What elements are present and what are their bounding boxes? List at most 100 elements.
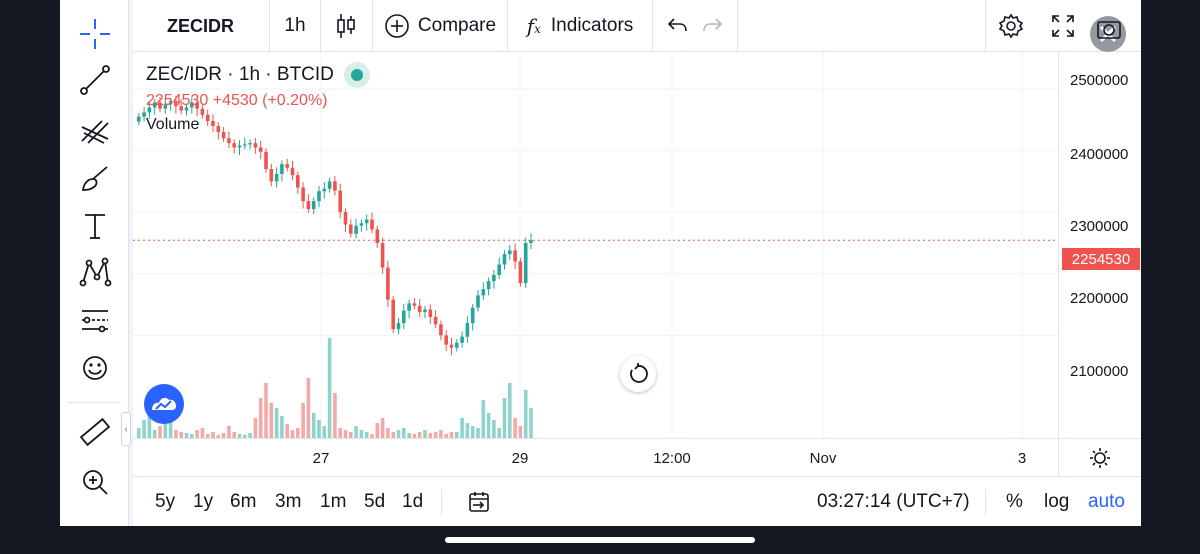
range-5y-button[interactable]: 5y bbox=[155, 491, 176, 512]
candle-body bbox=[380, 242, 385, 268]
range-3m-button[interactable]: 3m bbox=[275, 491, 302, 512]
text-icon[interactable] bbox=[60, 204, 129, 248]
reset-chart-button[interactable] bbox=[620, 356, 656, 392]
pattern-icon[interactable] bbox=[60, 250, 129, 294]
chart-pane[interactable] bbox=[133, 52, 1058, 438]
time-scale[interactable]: 27 29 12:00 Nov 3 bbox=[133, 438, 1058, 476]
go-to-date-icon[interactable] bbox=[467, 477, 491, 527]
candle-style-icon[interactable] bbox=[321, 0, 371, 52]
range-1y-button[interactable]: 1y bbox=[193, 491, 214, 512]
undo-icon[interactable] bbox=[659, 0, 695, 52]
volume-bar bbox=[168, 408, 173, 438]
legend-volume-label: Volume bbox=[146, 116, 200, 133]
volume-bar bbox=[248, 433, 252, 438]
candle-body bbox=[205, 114, 210, 121]
price-tick: 2300000 bbox=[1070, 218, 1129, 235]
volume-bar bbox=[296, 428, 300, 438]
percent-scale-button[interactable]: % bbox=[1006, 491, 1023, 512]
function-icon: fx bbox=[526, 14, 541, 38]
scale-settings-button[interactable] bbox=[1058, 438, 1141, 476]
volume-bar bbox=[264, 383, 268, 438]
price-tick: 2100000 bbox=[1070, 363, 1129, 380]
candle-body bbox=[211, 121, 215, 126]
volume-bar bbox=[290, 430, 295, 438]
candle-body bbox=[396, 323, 401, 330]
price-scale[interactable]: 2500000 2400000 2300000 2200000 2100000 … bbox=[1058, 52, 1141, 438]
redo-icon[interactable] bbox=[695, 0, 731, 52]
prediction-icon[interactable] bbox=[60, 298, 129, 342]
collapse-toolbar-button[interactable]: ‹ bbox=[121, 412, 131, 446]
log-scale-button[interactable]: log bbox=[1044, 491, 1070, 512]
brush-icon[interactable] bbox=[60, 156, 129, 200]
volume-bar bbox=[460, 418, 464, 438]
volume-bar bbox=[433, 432, 438, 438]
candle-body bbox=[513, 250, 517, 262]
candle-body bbox=[327, 181, 332, 189]
range-5d-button[interactable]: 5d bbox=[364, 491, 386, 512]
indicators-button[interactable]: fx Indicators bbox=[508, 0, 652, 52]
zoom-in-icon[interactable] bbox=[60, 460, 129, 504]
snapshot-icon[interactable] bbox=[1088, 12, 1128, 52]
candle-body bbox=[296, 175, 300, 188]
interval-button[interactable]: 1h bbox=[284, 15, 306, 36]
time-tick: 29 bbox=[511, 450, 529, 467]
volume-bar bbox=[317, 420, 321, 438]
candle-body bbox=[417, 305, 422, 312]
legend-change: +4530 (+0.20%) bbox=[212, 92, 328, 109]
volume-bar bbox=[200, 428, 205, 438]
candle-body bbox=[179, 106, 183, 111]
symbol-search-button[interactable]: ZECIDR bbox=[167, 15, 234, 36]
candle-body bbox=[285, 164, 289, 168]
range-6m-button[interactable]: 6m bbox=[230, 491, 257, 512]
volume-bar bbox=[205, 434, 210, 438]
volume-bar bbox=[243, 435, 247, 438]
volume-bar bbox=[523, 390, 528, 438]
volume-bar bbox=[142, 420, 146, 438]
candle-body bbox=[364, 219, 369, 224]
add-icon bbox=[385, 14, 409, 38]
candle-body bbox=[481, 289, 486, 296]
candle-body bbox=[375, 229, 380, 243]
tradingview-logo-icon[interactable] bbox=[144, 384, 184, 424]
volume-bar bbox=[470, 426, 475, 438]
sun-settings-icon bbox=[1090, 447, 1110, 468]
volume-bar bbox=[428, 433, 433, 438]
candle-body bbox=[184, 107, 189, 111]
time-tick: 3 bbox=[1017, 450, 1027, 467]
candle-body bbox=[423, 309, 427, 312]
compare-label: Compare bbox=[417, 15, 497, 36]
candle-body bbox=[402, 310, 406, 324]
volume-bar bbox=[216, 435, 221, 438]
candle-body bbox=[386, 267, 390, 300]
settings-icon[interactable] bbox=[989, 0, 1033, 52]
emoji-icon[interactable] bbox=[60, 346, 129, 390]
bottom-toolbar: 5y 1y 6m 3m 1m 5d 1d 03:27:14 (UTC+7) % … bbox=[133, 476, 1141, 526]
market-status-icon bbox=[343, 62, 370, 88]
candle-body bbox=[248, 143, 252, 145]
volume-bar bbox=[253, 418, 258, 438]
volume-bar bbox=[354, 426, 358, 438]
candle-body bbox=[449, 344, 454, 348]
candle-body bbox=[518, 261, 523, 284]
fullscreen-icon[interactable] bbox=[1041, 0, 1085, 52]
clock-display[interactable]: 03:27:14 (UTC+7) bbox=[817, 491, 970, 512]
range-1m-button[interactable]: 1m bbox=[320, 491, 347, 512]
volume-bar bbox=[285, 424, 289, 438]
volume-bar bbox=[343, 430, 348, 438]
trendline-icon[interactable] bbox=[60, 58, 129, 102]
ruler-icon[interactable] bbox=[60, 410, 129, 454]
crosshair-icon[interactable] bbox=[60, 12, 129, 56]
volume-bar bbox=[190, 434, 194, 438]
auto-scale-button[interactable]: auto bbox=[1088, 491, 1125, 512]
volume-bar bbox=[396, 430, 401, 438]
volume-bar bbox=[529, 408, 533, 438]
last-price-label: 2254530 bbox=[1062, 248, 1140, 270]
volume-bar bbox=[237, 434, 242, 438]
range-1d-button[interactable]: 1d bbox=[402, 491, 424, 512]
candle-body bbox=[195, 102, 199, 109]
candle-body bbox=[290, 167, 295, 176]
compare-button[interactable]: Compare bbox=[373, 0, 507, 52]
top-toolbar: ZECIDR 1h Compare fx Indicators bbox=[133, 0, 1141, 52]
fib-icon[interactable] bbox=[60, 108, 129, 152]
candle-body bbox=[216, 125, 221, 133]
